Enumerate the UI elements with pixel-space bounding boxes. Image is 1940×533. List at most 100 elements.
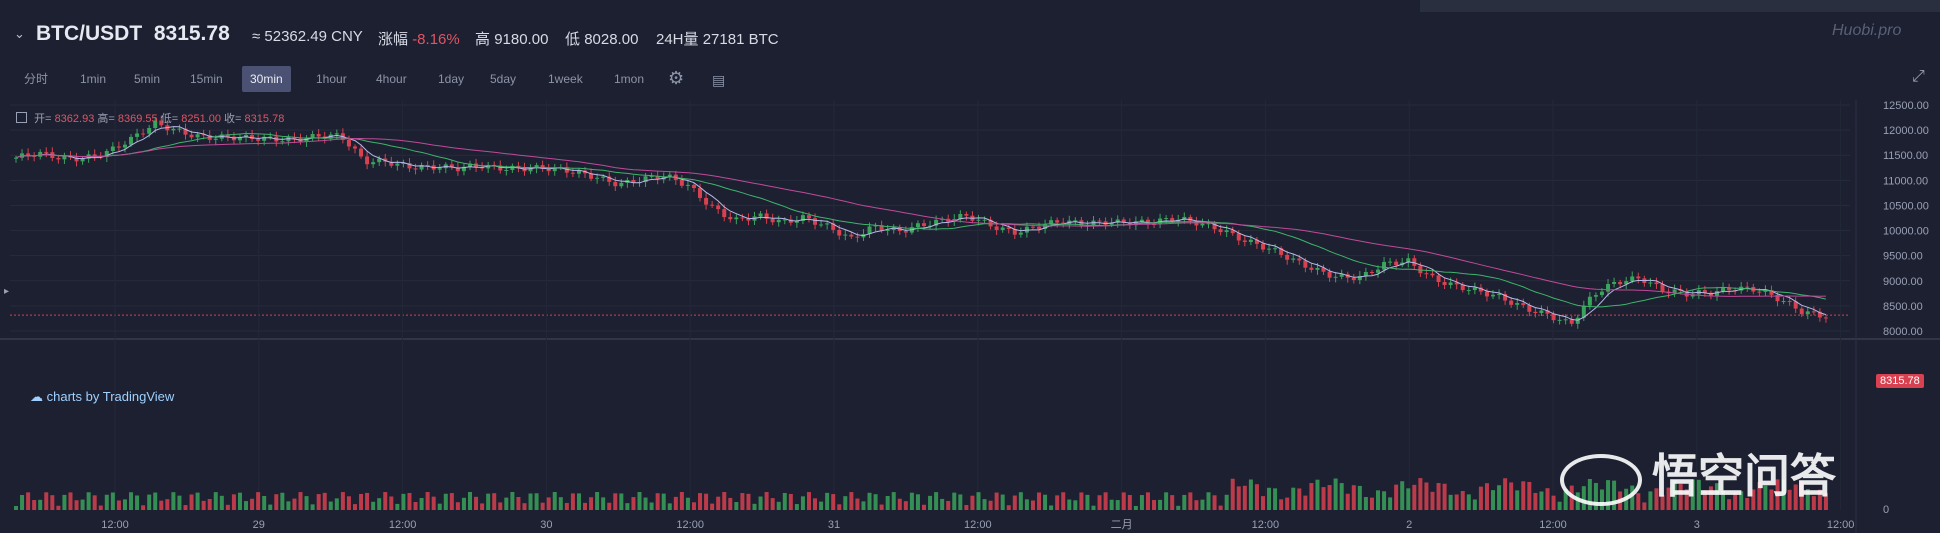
tab-timeframe-fenshi[interactable]: 分时 <box>24 72 49 86</box>
volume-bar <box>38 499 43 510</box>
volume-bar <box>1236 486 1241 510</box>
gear-icon[interactable]: ⚙ <box>668 68 685 88</box>
volume-bar <box>32 500 37 510</box>
volume-bar <box>764 492 769 510</box>
candle-body <box>1073 220 1078 222</box>
candle-body <box>758 213 763 217</box>
candle-body <box>1121 219 1126 223</box>
candle-body <box>1424 273 1429 275</box>
candle-body <box>334 133 339 135</box>
candle-body <box>1521 303 1526 306</box>
price-axis-label: 11500.00 <box>1883 150 1928 162</box>
candle-body <box>958 214 963 220</box>
candle-body <box>1043 224 1048 229</box>
candle-body <box>1793 301 1798 309</box>
volume-bar <box>691 502 696 510</box>
candle-body <box>679 179 684 186</box>
tab-timeframe-1week[interactable]: 1week <box>548 72 583 86</box>
tab-timeframe-15min[interactable]: 15min <box>190 72 223 86</box>
volume-bar <box>129 492 134 510</box>
candle-body <box>1587 296 1592 306</box>
volume-bar <box>1739 491 1744 510</box>
expand-icon[interactable]: ⤢ <box>1912 68 1925 85</box>
tab-timeframe-30min[interactable]: 30min <box>242 66 291 92</box>
tradingview-attribution[interactable]: ☁ charts by TradingView <box>30 389 175 404</box>
volume-bar <box>1303 495 1308 510</box>
volume-bar <box>649 502 654 510</box>
volume-bar <box>395 503 400 510</box>
indicators-icon[interactable]: ▤ <box>712 72 726 88</box>
candle-body <box>44 151 49 153</box>
candle-body <box>1303 260 1308 268</box>
tab-timeframe-1day[interactable]: 1day <box>438 72 465 86</box>
candle-body <box>1491 294 1496 297</box>
volume-bar <box>673 496 678 510</box>
volume-bar <box>988 500 993 510</box>
volume-bar <box>1055 495 1060 510</box>
tab-timeframe-1hour[interactable]: 1hour <box>316 72 347 86</box>
volume-bar <box>613 493 618 510</box>
candle-body <box>1061 222 1066 225</box>
candle-body <box>1406 258 1411 263</box>
candle-body <box>1224 230 1229 233</box>
volume-bar <box>340 492 345 510</box>
volume-bar <box>1708 486 1713 510</box>
volume-bar <box>14 506 18 510</box>
volume-bar <box>752 503 757 510</box>
volume-bar <box>1660 495 1665 510</box>
volume-bar <box>1218 505 1223 510</box>
volume-bar <box>1793 484 1798 510</box>
volume-bar <box>746 493 751 510</box>
volume-bar <box>1684 489 1689 510</box>
volume-bar <box>468 492 472 510</box>
candle-body <box>1811 311 1816 313</box>
volume-bar <box>1188 492 1193 510</box>
volume-bar <box>528 493 533 510</box>
volume-bar <box>443 493 448 510</box>
price-chart[interactable]: 12500.00 12000.00 11500.00 11000.00 10500.00… <box>0 100 1940 533</box>
candle-body <box>455 167 460 172</box>
volume-bar <box>558 497 563 510</box>
candle-body <box>873 225 878 227</box>
sidebar-toggle-icon[interactable]: ▸ <box>4 286 10 297</box>
candle-body <box>1497 294 1502 296</box>
volume-axis-label: 0 <box>1883 504 1889 516</box>
candle-body <box>395 163 400 166</box>
candle-body <box>1164 218 1169 220</box>
volume-bar <box>1418 478 1423 510</box>
candle-body <box>934 219 939 226</box>
volume-bar <box>1727 499 1732 510</box>
legend-toggle-icon[interactable] <box>16 112 27 123</box>
tab-timeframe-1mon[interactable]: 1mon <box>614 72 645 86</box>
volume-bar <box>359 493 364 510</box>
tab-timeframe-5day[interactable]: 5day <box>490 72 517 86</box>
candle-body <box>1291 258 1296 260</box>
candle-body <box>988 219 993 227</box>
tab-timeframe-4hour[interactable]: 4hour <box>376 72 407 86</box>
volume-bar <box>219 495 224 510</box>
candle-body <box>1805 311 1810 315</box>
volume-bar <box>20 495 25 510</box>
volume-bar <box>776 501 781 510</box>
volume-bar <box>165 499 170 510</box>
pair-title[interactable]: BTC/USDT 8315.78 <box>36 22 230 45</box>
tab-timeframe-1min[interactable]: 1min <box>80 72 107 86</box>
time-axis-label: 30 <box>540 519 552 531</box>
candle-body <box>201 134 206 136</box>
candle-body <box>903 231 908 233</box>
wukong-logo-icon <box>1560 453 1642 506</box>
candle-body <box>1006 227 1011 229</box>
tab-timeframe-5min[interactable]: 5min <box>134 72 161 86</box>
volume-bar <box>183 505 188 510</box>
candle-body <box>1823 317 1828 319</box>
volume-bar <box>516 497 521 510</box>
volume-bar <box>419 497 424 510</box>
candle-body <box>377 158 382 163</box>
candle-body <box>843 234 848 236</box>
candle-body <box>552 167 557 172</box>
chevron-down-icon[interactable]: ⌄ <box>14 26 25 41</box>
volume-bar <box>1049 505 1054 510</box>
volume-bar <box>1424 482 1429 510</box>
volume-bar <box>837 504 842 510</box>
last-price-tag: 8315.78 <box>1876 374 1924 388</box>
